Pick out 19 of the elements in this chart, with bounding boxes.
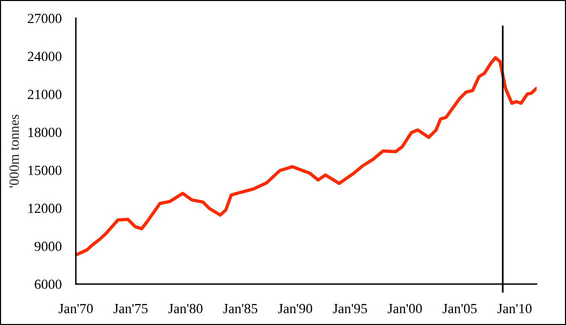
- line-series: [76, 56, 537, 257]
- y-tick-label: 12000: [28, 204, 62, 214]
- x-tick-label: Jan'85: [223, 304, 258, 314]
- y-tick-label: 15000: [28, 166, 62, 176]
- x-tick-label: Jan'90: [278, 304, 312, 314]
- x-tick-label: Jan'70: [58, 304, 93, 314]
- x-tick-label: Jan'00: [388, 304, 422, 314]
- x-tick-label: Jan'75: [114, 304, 148, 314]
- y-axis-title: '000m tonnes: [9, 114, 19, 188]
- y-tick-label: 27000: [28, 14, 62, 24]
- x-tick-label: Jan'05: [442, 304, 477, 314]
- y-tick-label: 18000: [28, 128, 62, 138]
- x-tick-label: Jan'95: [332, 304, 367, 314]
- y-tick-label: 21000: [28, 90, 62, 100]
- y-tick-label: 9000: [34, 242, 62, 252]
- x-tick-label: Jan'80: [168, 304, 202, 314]
- x-tick-label: Jan'10: [497, 304, 532, 314]
- y-tick-label: 6000: [34, 280, 62, 290]
- y-tick-label: 24000: [28, 52, 62, 62]
